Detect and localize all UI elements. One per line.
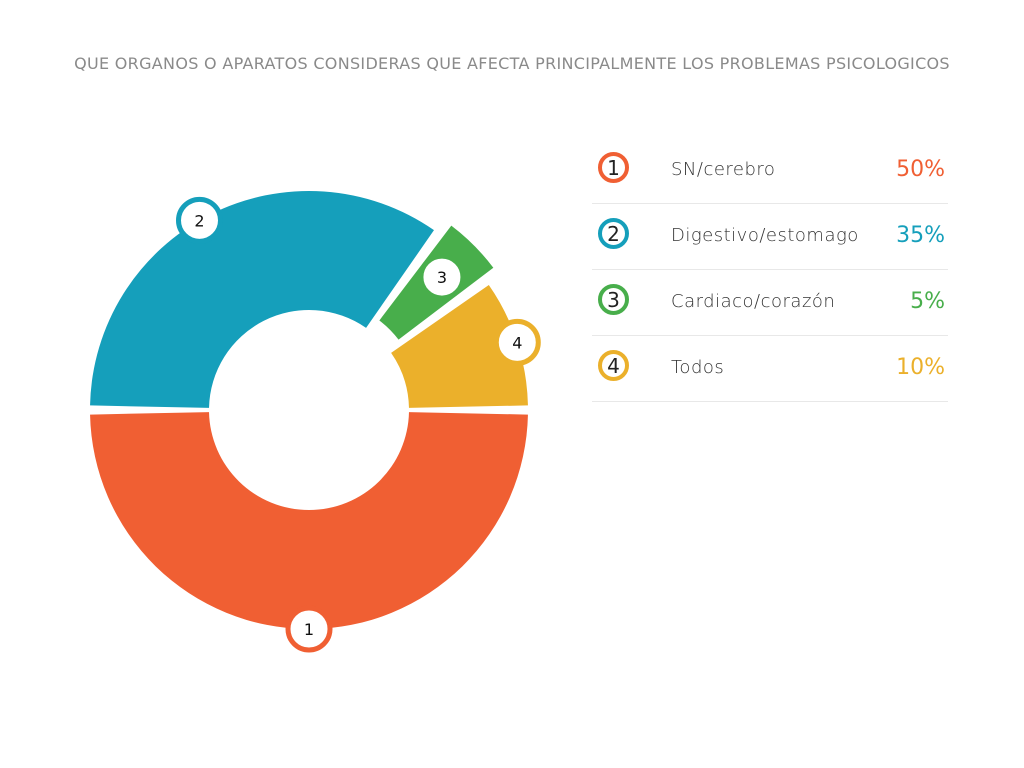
donut-chart: 1 2 3 4 xyxy=(90,191,541,653)
legend-value: 5% xyxy=(910,289,945,314)
legend-label: Cardiaco/corazón xyxy=(671,291,836,312)
legend-value: 35% xyxy=(896,223,945,248)
legend-value: 10% xyxy=(896,355,945,380)
legend-item: 3 Cardiaco/corazón 5% xyxy=(592,270,948,336)
slice-marker-4: 4 xyxy=(493,318,541,366)
slice-marker-circle xyxy=(176,196,223,244)
legend-label: Todos xyxy=(671,357,725,378)
donut-slice-1 xyxy=(90,412,528,629)
legend-value: 50% xyxy=(896,157,945,182)
slice-marker-circle xyxy=(493,318,541,366)
donut-slice-2 xyxy=(90,191,434,408)
chart-title: QUE ORGANOS O APARATOS CONSIDERAS QUE AF… xyxy=(74,54,950,73)
legend-item: 2 Digestivo/estomago 35% xyxy=(592,204,948,270)
slice-marker-label: 4 xyxy=(512,333,522,352)
slice-marker-1: 1 xyxy=(285,605,333,653)
slice-marker-3: 3 xyxy=(418,253,466,301)
legend-item: 1 SN/cerebro 50% xyxy=(592,138,948,204)
legend-label: SN/cerebro xyxy=(671,159,776,180)
slice-marker-label: 3 xyxy=(437,268,447,287)
slice-marker-circle xyxy=(285,605,333,653)
legend-marker: 3 xyxy=(598,284,629,315)
slice-marker-label: 2 xyxy=(194,211,204,230)
donut-slice-4 xyxy=(391,285,528,408)
slice-marker-2: 2 xyxy=(176,196,223,244)
legend-label: Digestivo/estomago xyxy=(671,225,859,246)
slice-marker-circle xyxy=(418,253,466,301)
slice-marker-label: 1 xyxy=(304,620,314,639)
legend-marker: 4 xyxy=(598,350,629,381)
legend: 1 SN/cerebro 50% 2 Digestivo/estomago 35… xyxy=(592,138,948,402)
legend-item: 4 Todos 10% xyxy=(592,336,948,402)
legend-marker: 1 xyxy=(598,152,629,183)
legend-marker: 2 xyxy=(598,218,629,249)
